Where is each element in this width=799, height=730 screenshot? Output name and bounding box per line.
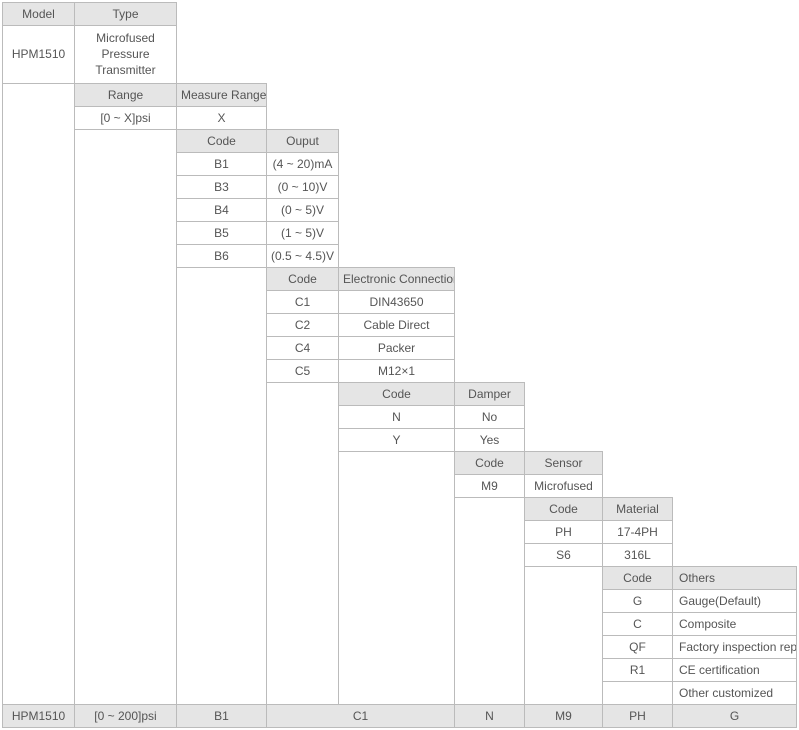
ordering-table: ModelTypeHPM1510Microfused Pressure Tran… bbox=[2, 2, 797, 728]
